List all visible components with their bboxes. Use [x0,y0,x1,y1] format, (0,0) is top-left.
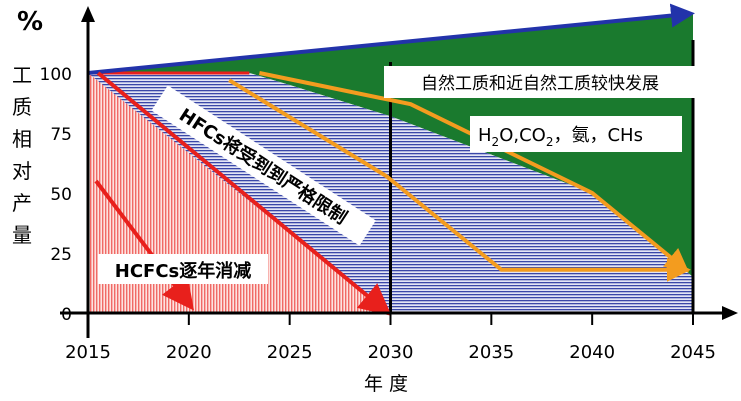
natural-label-box: 自然工质和近自然工质较快发展 [384,66,696,98]
y-axis-title-char: 对 [12,159,32,183]
hcfc-label: HCFCs逐年消减 [115,260,252,282]
y-tick-label: 0 [61,305,72,325]
y-tick-label: 75 [50,125,72,145]
x-tick-label: 2025 [267,342,313,363]
natural-top-arrow [87,3,695,75]
y-tick-label: 25 [50,245,72,265]
y-unit-label: % [17,7,43,37]
y-axis-title-char: 相 [12,127,32,151]
y-axis-title-char: 量 [12,223,32,247]
x-axis-title: 年 度 [364,373,408,395]
y-axis-title-char: 产 [12,191,32,215]
hcfc-label-box: HCFCs逐年消减 [98,254,268,284]
y-tick-label: 100 [40,65,72,85]
x-tick-label: 2020 [166,342,212,363]
y-axis-title-char: 工 [12,63,32,87]
y-tick-label: 50 [50,185,72,205]
x-tick-label: 2015 [65,342,111,363]
x-tick-label: 2030 [368,342,414,363]
x-tick-label: 2035 [468,342,514,363]
y-axis-arrowhead [81,6,95,22]
x-tick-label: 2040 [569,342,615,363]
hcfc-decline-arrow-main [96,71,392,316]
x-tick-group: 2015 2020 2025 2030 2035 2040 2045 [65,313,716,363]
y-axis-title-char: 质 [12,95,32,119]
x-axis-arrowhead [722,306,738,320]
natural-label: 自然工质和近自然工质较快发展 [421,74,659,94]
examples-label-box: H2O,CO2，氨，CHs [470,116,682,152]
y-tick-group: 0 25 50 75 100 [40,65,72,325]
x-tick-label: 2045 [670,342,716,363]
examples-label: H2O,CO2，氨，CHs [478,125,643,149]
hfc-shrink-arrow-inner [228,78,691,282]
